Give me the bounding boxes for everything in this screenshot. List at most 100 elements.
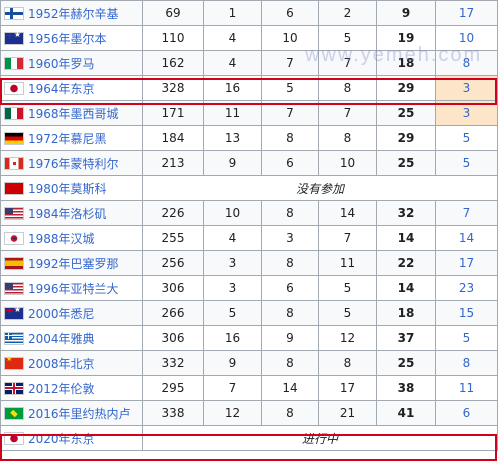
games-name[interactable]: 2004年雅典	[28, 331, 95, 346]
games-name[interactable]: 1964年东京	[28, 81, 95, 96]
games-name-cell[interactable]: 2000年悉尼	[0, 300, 143, 326]
games-name[interactable]: 2012年伦敦	[28, 381, 95, 396]
rank-cell: 6	[435, 400, 498, 426]
games-name[interactable]: 1956年墨尔本	[28, 31, 107, 46]
total-cell: 14	[376, 225, 436, 251]
gold-cell: 11	[203, 100, 262, 126]
athletes-cell: 171	[142, 100, 204, 126]
athletes-cell: 338	[142, 400, 204, 426]
games-name-cell[interactable]: 1964年东京	[0, 75, 143, 101]
games-name[interactable]: 2008年北京	[28, 356, 95, 371]
athletes-cell: 255	[142, 225, 204, 251]
gold-cell: 9	[203, 150, 262, 176]
athletes-cell: 295	[142, 375, 204, 401]
games-name[interactable]: 1980年莫斯科	[28, 181, 107, 196]
bronze-cell: 17	[318, 375, 377, 401]
bronze-cell: 2	[318, 0, 377, 26]
total-cell: 32	[376, 200, 436, 226]
games-name-cell[interactable]: 1996年亚特兰大	[0, 275, 143, 301]
games-name-cell[interactable]: 1956年墨尔本	[0, 25, 143, 51]
games-name-cell[interactable]: 1980年莫斯科	[0, 175, 143, 201]
status-note: 进行中	[142, 425, 498, 451]
it-flag-icon	[4, 56, 24, 70]
gold-cell: 4	[203, 225, 262, 251]
games-name[interactable]: 1992年巴塞罗那	[28, 256, 119, 271]
bronze-cell: 7	[318, 50, 377, 76]
table-row: 1972年慕尼黑 184 13 8 8 29 5	[0, 125, 498, 151]
games-name-cell[interactable]: 2016年里约热内卢	[0, 400, 143, 426]
table-row: 2016年里约热内卢 338 12 8 21 41 6	[0, 400, 498, 426]
games-name-cell[interactable]: 1992年巴塞罗那	[0, 250, 143, 276]
bronze-cell: 5	[318, 275, 377, 301]
ca-flag-icon	[4, 156, 24, 170]
silver-cell: 6	[261, 0, 319, 26]
table-row: 1976年蒙特利尔 213 9 6 10 25 5	[0, 150, 498, 176]
games-name[interactable]: 1972年慕尼黑	[28, 131, 107, 146]
games-name-cell[interactable]: 1952年赫尔辛基	[0, 0, 143, 26]
total-cell: 29	[376, 125, 436, 151]
silver-cell: 3	[261, 225, 319, 251]
total-cell: 29	[376, 75, 436, 101]
bronze-cell: 8	[318, 125, 377, 151]
games-name[interactable]: 2000年悉尼	[28, 306, 95, 321]
rank-cell: 8	[435, 50, 498, 76]
bronze-cell: 7	[318, 225, 377, 251]
jp-flag-icon	[4, 81, 24, 95]
games-name-cell[interactable]: 1960年罗马	[0, 50, 143, 76]
games-name-cell[interactable]: 1972年慕尼黑	[0, 125, 143, 151]
gr-flag-icon	[4, 331, 24, 345]
games-name-cell[interactable]: 2008年北京	[0, 350, 143, 376]
cn-flag-icon	[4, 355, 24, 370]
athletes-cell: 266	[142, 300, 204, 326]
athletes-cell: 256	[142, 250, 204, 276]
table-row: 1984年洛杉矶 226 10 8 14 32 7	[0, 200, 498, 226]
rank-cell: 17	[435, 250, 498, 276]
table-row: 1992年巴塞罗那 256 3 8 11 22 17	[0, 250, 498, 276]
bronze-cell: 7	[318, 100, 377, 126]
silver-cell: 8	[261, 400, 319, 426]
games-name[interactable]: 1960年罗马	[28, 56, 95, 71]
games-name-cell[interactable]: 1984年洛杉矶	[0, 200, 143, 226]
fi-flag-icon	[4, 6, 24, 20]
games-name-cell[interactable]: 1976年蒙特利尔	[0, 150, 143, 176]
silver-cell: 8	[261, 250, 319, 276]
games-name[interactable]: 2016年里约热内卢	[28, 406, 131, 421]
table-row: 1960年罗马 162 4 7 7 18 8	[0, 50, 498, 76]
es-flag-icon	[4, 256, 24, 270]
games-name-cell[interactable]: 2012年伦敦	[0, 375, 143, 401]
games-name-cell[interactable]: 1988年汉城	[0, 225, 143, 251]
total-cell: 18	[376, 50, 436, 76]
games-name[interactable]: 1968年墨西哥城	[28, 106, 119, 121]
rank-cell: 11	[435, 375, 498, 401]
games-name[interactable]: 1996年亚特兰大	[28, 281, 119, 296]
silver-cell: 10	[261, 25, 319, 51]
au-flag-icon	[4, 305, 24, 320]
silver-cell: 8	[261, 125, 319, 151]
bronze-cell: 8	[318, 350, 377, 376]
total-cell: 25	[376, 100, 436, 126]
table-row: 2012年伦敦 295 7 14 17 38 11	[0, 375, 498, 401]
games-name[interactable]: 2020年东京	[28, 431, 95, 446]
table-row: 1964年东京 328 16 5 8 29 3	[0, 75, 498, 101]
athletes-cell: 110	[142, 25, 204, 51]
rank-cell: 10	[435, 25, 498, 51]
games-name[interactable]: 1952年赫尔辛基	[28, 6, 119, 21]
games-name[interactable]: 1984年洛杉矶	[28, 206, 107, 221]
games-name-cell[interactable]: 2004年雅典	[0, 325, 143, 351]
gold-cell: 7	[203, 375, 262, 401]
games-name-cell[interactable]: 1968年墨西哥城	[0, 100, 143, 126]
games-name[interactable]: 1988年汉城	[28, 231, 95, 246]
rank-cell: 3	[435, 100, 498, 126]
gold-cell: 9	[203, 350, 262, 376]
silver-cell: 5	[261, 75, 319, 101]
total-cell: 22	[376, 250, 436, 276]
games-name[interactable]: 1976年蒙特利尔	[28, 156, 119, 171]
games-name-cell[interactable]: 2020年东京	[0, 425, 143, 451]
rank-cell: 3	[435, 75, 498, 101]
olympic-results-table: 1952年赫尔辛基691629171956年墨尔本110410519101960…	[0, 0, 498, 451]
us-flag-icon	[4, 281, 24, 295]
gold-cell: 3	[203, 250, 262, 276]
bronze-cell: 12	[318, 325, 377, 351]
rank-cell: 8	[435, 350, 498, 376]
